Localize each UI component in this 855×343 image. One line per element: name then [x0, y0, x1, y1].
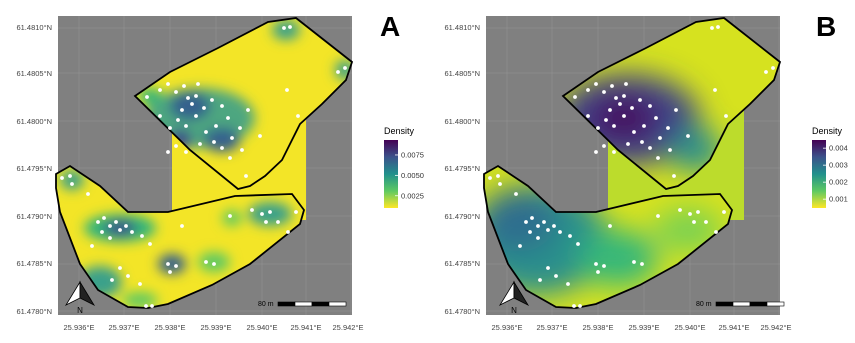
x-tick-label: 25.936°E	[492, 323, 523, 332]
x-tick-label: 25.937°E	[537, 323, 568, 332]
study-area-north-outline	[133, 17, 354, 190]
legend-tick-label: 0.0025	[401, 191, 424, 200]
panel-letter: A	[380, 11, 400, 42]
x-tick-label: 25.937°E	[109, 323, 140, 332]
legend-title: Density	[812, 126, 843, 136]
y-tick-label: 61.4805°N	[444, 69, 480, 78]
legend-colorbar	[812, 140, 826, 208]
x-tick-label: 25.938°E	[155, 323, 186, 332]
north-arrow-icon: N	[498, 280, 530, 315]
x-tick-label: 25.940°E	[675, 323, 706, 332]
map-panel-a: N 80 m 61.4810°N 61.4805°N 61.4800°N 61.…	[16, 11, 424, 332]
y-tick-label: 61.4805°N	[16, 69, 52, 78]
y-tick-label: 61.4795°N	[444, 164, 480, 173]
x-tick-label: 25.939°E	[201, 323, 232, 332]
y-tick-label: 61.4790°N	[444, 212, 480, 221]
legend-title: Density	[384, 126, 415, 136]
x-tick-label: 25.940°E	[247, 323, 278, 332]
y-tick-label: 61.4785°N	[444, 259, 480, 268]
sample-points-a	[60, 25, 347, 308]
y-tick-label: 61.4800°N	[444, 117, 480, 126]
study-area-north-outline	[561, 17, 782, 190]
study-area-south-outline	[55, 164, 305, 309]
panel-letter: B	[816, 11, 836, 42]
scale-bar-label: 80 m	[258, 301, 274, 308]
x-axis-labels: 25.936°E 25.937°E 25.938°E 25.939°E 25.9…	[64, 323, 364, 332]
y-tick-label: 61.4810°N	[16, 23, 52, 32]
y-tick-label: 61.4800°N	[16, 117, 52, 126]
y-tick-label: 61.4780°N	[444, 307, 480, 316]
y-tick-label: 61.4810°N	[444, 23, 480, 32]
y-tick-label: 61.4795°N	[16, 164, 52, 173]
north-arrow-icon: N	[64, 280, 96, 315]
map-panel-b: N 80 m 61.4810°N 61.4805°N 61.4800°N 61.…	[444, 11, 848, 332]
north-label: N	[511, 306, 517, 315]
legend-tick-label: 0.004	[829, 144, 848, 153]
legend-tick-label: 0.0075	[401, 150, 424, 159]
sample-points-b	[488, 25, 775, 308]
density-legend: Density 0.0075 0.0050 0.0025	[384, 126, 424, 208]
legend-tick-label: 0.0050	[401, 171, 424, 180]
x-tick-label: 25.939°E	[629, 323, 660, 332]
x-axis-labels: 25.936°E 25.937°E 25.938°E 25.939°E 25.9…	[492, 323, 792, 332]
scale-bar: 80 m	[696, 301, 785, 308]
density-legend: Density 0.004 0.003 0.002 0.001	[812, 126, 848, 208]
legend-colorbar	[384, 140, 398, 208]
x-tick-label: 25.942°E	[761, 323, 792, 332]
x-tick-label: 25.942°E	[333, 323, 364, 332]
x-tick-label: 25.938°E	[583, 323, 614, 332]
scale-bar-label: 80 m	[696, 301, 712, 308]
north-label: N	[77, 306, 83, 315]
x-tick-label: 25.941°E	[291, 323, 322, 332]
study-area-south-outline	[483, 164, 733, 309]
legend-tick-label: 0.001	[829, 195, 848, 204]
legend-tick-label: 0.003	[829, 161, 848, 170]
legend-tick-label: 0.002	[829, 178, 848, 187]
x-tick-label: 25.941°E	[719, 323, 750, 332]
y-tick-label: 61.4780°N	[16, 307, 52, 316]
y-tick-label: 61.4785°N	[16, 259, 52, 268]
scale-bar: 80 m	[258, 301, 347, 308]
y-axis-labels: 61.4810°N 61.4805°N 61.4800°N 61.4795°N …	[444, 23, 480, 316]
x-tick-label: 25.936°E	[64, 323, 95, 332]
y-tick-label: 61.4790°N	[16, 212, 52, 221]
y-axis-labels: 61.4810°N 61.4805°N 61.4800°N 61.4795°N …	[16, 23, 52, 316]
